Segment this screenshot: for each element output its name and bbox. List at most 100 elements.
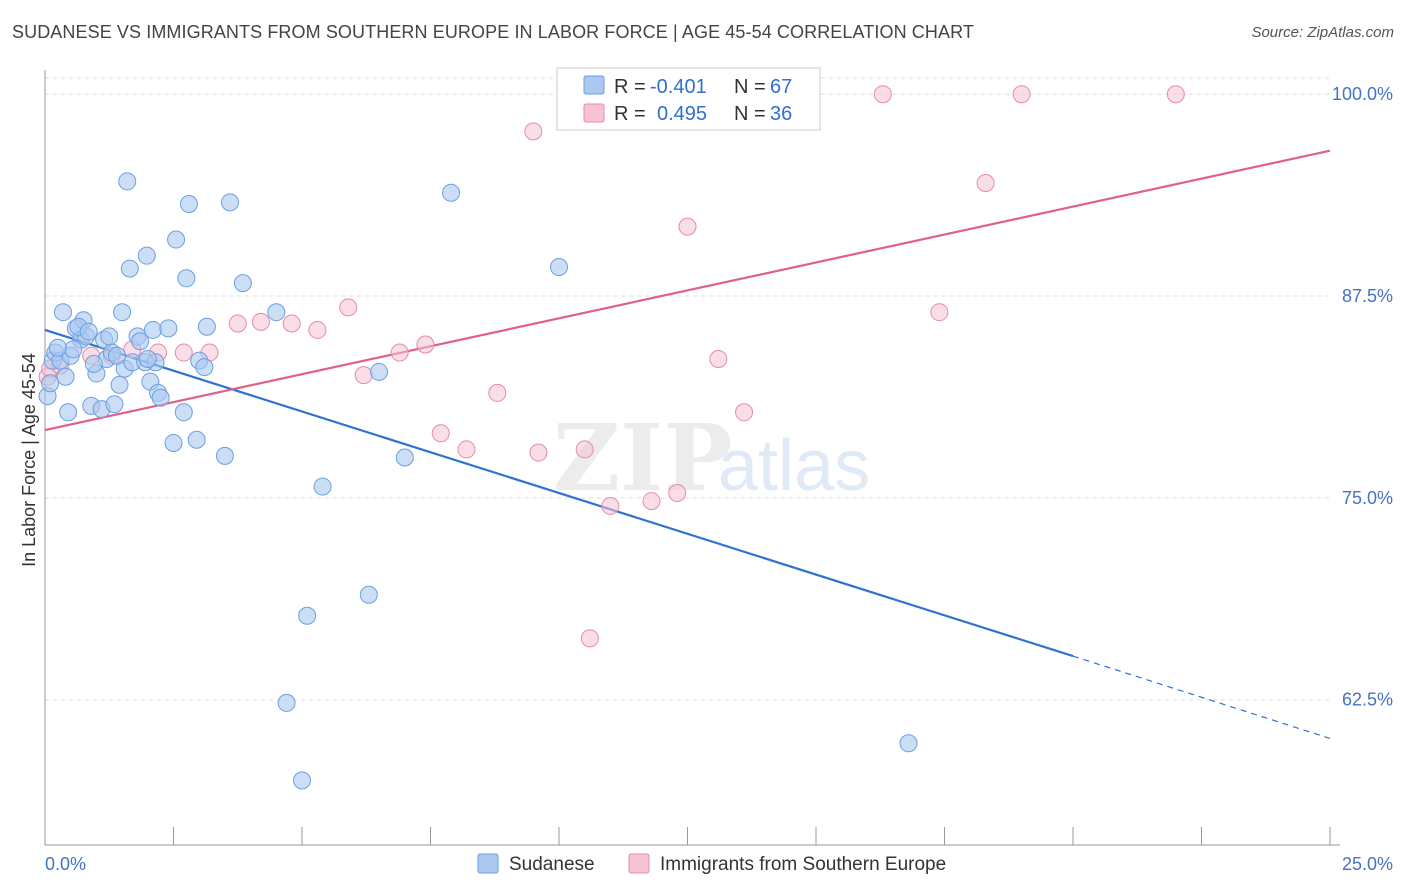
point-sudanese xyxy=(110,375,129,394)
point-sudanese xyxy=(120,259,139,278)
point-southern-europe xyxy=(416,335,435,354)
bottom-legend-label-sudanese: Sudanese xyxy=(509,854,595,875)
point-sudanese xyxy=(359,585,378,604)
legend-r-value-1: -0.401 xyxy=(650,76,707,98)
y-tick-label: 100.0% xyxy=(1332,84,1393,104)
point-sudanese xyxy=(138,350,157,369)
point-sudanese xyxy=(215,446,234,465)
point-sudanese xyxy=(442,183,461,202)
point-sudanese xyxy=(56,367,75,386)
point-sudanese xyxy=(59,403,78,422)
point-southern-europe xyxy=(1166,85,1185,104)
point-sudanese xyxy=(159,319,178,338)
legend-box: R = -0.401 N = 67 R = 0.495 N = 36 xyxy=(556,67,821,131)
point-sudanese xyxy=(313,477,332,496)
point-sudanese xyxy=(298,606,317,625)
x-tick-labels: 0.0% 25.0% xyxy=(45,854,1393,874)
point-southern-europe xyxy=(524,122,543,141)
legend-n-value-1: 67 xyxy=(770,76,792,98)
point-southern-europe xyxy=(580,629,599,648)
point-sudanese xyxy=(84,354,103,373)
source-label: Source: ZipAtlas.com xyxy=(1251,24,1394,41)
point-sudanese xyxy=(64,340,83,359)
point-sudanese xyxy=(79,322,98,341)
point-sudanese xyxy=(143,320,162,339)
point-sudanese xyxy=(221,193,240,212)
point-southern-europe xyxy=(575,440,594,459)
point-southern-europe xyxy=(873,85,892,104)
point-southern-europe xyxy=(1012,85,1031,104)
y-tick-label: 62.5% xyxy=(1342,690,1393,710)
legend-swatch-sudanese xyxy=(583,75,605,95)
point-sudanese xyxy=(197,317,216,336)
point-sudanese xyxy=(174,403,193,422)
point-southern-europe xyxy=(668,484,687,503)
point-southern-europe xyxy=(678,217,697,236)
point-sudanese xyxy=(113,303,132,322)
point-sudanese xyxy=(899,734,918,753)
trend-line-southern-europe xyxy=(44,149,1331,432)
trend-line-sudanese-extrapolated xyxy=(1072,655,1331,740)
point-sudanese xyxy=(277,693,296,712)
legend-n-label-2: N = xyxy=(734,103,766,125)
legend-r-label-2: R = xyxy=(614,103,646,125)
point-sudanese xyxy=(167,230,186,249)
chart-title: SUDANESE VS IMMIGRANTS FROM SOUTHERN EUR… xyxy=(12,22,974,42)
point-southern-europe xyxy=(431,424,450,443)
bottom-legend: Sudanese Immigrants from Southern Europe xyxy=(477,853,946,875)
trend-line-sudanese xyxy=(44,328,1074,658)
point-southern-europe xyxy=(390,343,409,362)
point-southern-europe xyxy=(282,314,301,333)
bottom-legend-label-southern-europe: Immigrants from Southern Europe xyxy=(660,854,946,875)
point-southern-europe xyxy=(930,303,949,322)
bottom-legend-swatch-sudanese xyxy=(477,853,499,874)
legend-r-value-2: 0.495 xyxy=(657,103,707,125)
point-sudanese xyxy=(267,303,286,322)
point-sudanese xyxy=(151,388,170,407)
point-sudanese xyxy=(177,269,196,288)
watermark: ZIP atlas xyxy=(553,404,870,512)
point-sudanese xyxy=(195,358,214,377)
point-sudanese xyxy=(105,395,124,414)
point-sudanese xyxy=(100,327,119,346)
point-southern-europe xyxy=(308,320,327,339)
bottom-legend-swatch-southern-europe xyxy=(628,853,650,874)
point-southern-europe xyxy=(709,350,728,369)
point-southern-europe xyxy=(976,174,995,193)
point-sudanese xyxy=(550,257,568,276)
legend-n-label-1: N = xyxy=(734,76,766,98)
point-sudanese xyxy=(395,448,414,467)
point-sudanese xyxy=(137,246,156,265)
point-southern-europe xyxy=(642,492,661,511)
series-sudanese xyxy=(38,172,918,790)
watermark-zip: ZIP xyxy=(553,404,732,512)
legend-n-value-2: 36 xyxy=(770,103,792,125)
point-southern-europe xyxy=(228,314,247,333)
trend-lines xyxy=(44,149,1331,740)
y-tick-labels: 62.5% 75.0% 87.5% 100.0% xyxy=(1332,84,1393,709)
x-tick-label-max: 25.0% xyxy=(1342,854,1393,874)
point-southern-europe xyxy=(735,403,754,422)
point-sudanese xyxy=(187,430,206,449)
point-sudanese xyxy=(164,433,183,452)
point-southern-europe xyxy=(174,343,193,362)
point-sudanese xyxy=(48,338,67,357)
y-tick-label: 75.0% xyxy=(1342,488,1393,508)
point-southern-europe xyxy=(488,383,507,402)
point-sudanese xyxy=(107,346,126,365)
point-southern-europe xyxy=(354,366,373,385)
point-southern-europe xyxy=(457,440,476,459)
y-tick-label: 87.5% xyxy=(1342,286,1393,306)
axes xyxy=(44,70,1340,846)
point-southern-europe xyxy=(251,312,270,331)
point-sudanese xyxy=(179,195,198,214)
point-sudanese xyxy=(233,274,252,293)
legend-swatch-southern-europe xyxy=(583,103,605,123)
watermark-atlas: atlas xyxy=(718,426,870,506)
point-sudanese xyxy=(370,362,389,381)
point-sudanese xyxy=(41,374,60,393)
point-southern-europe xyxy=(601,496,620,515)
point-sudanese xyxy=(131,332,150,351)
y-axis-label: In Labor Force | Age 45-54 xyxy=(19,353,39,567)
